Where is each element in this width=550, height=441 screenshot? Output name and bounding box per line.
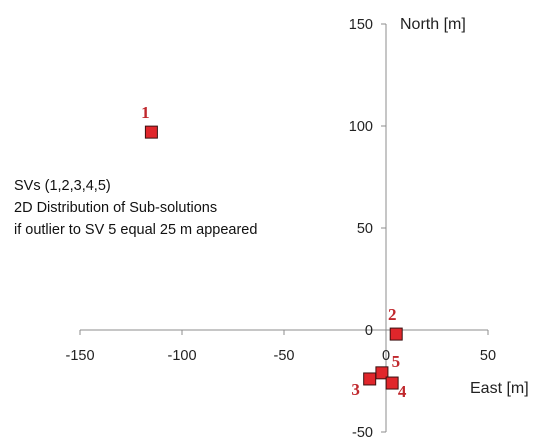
annotation-line-2: 2D Distribution of Sub-solutions [14,200,217,216]
x-tick-label: -150 [65,348,94,364]
y-ticks: -50 0 50 100 150 [349,17,386,441]
data-point-marker [389,327,403,341]
x-axis-title: East [m] [470,380,529,397]
annotation-line-3: if outlier to SV 5 equal 25 m appeared [14,222,257,238]
x-tick-label: 0 [382,348,390,364]
annotation-line-1: SVs (1,2,3,4,5) [14,178,111,194]
x-ticks: -150 -100 -50 0 50 [65,330,496,364]
data-point-label: 5 [392,352,401,371]
data-points: 1 2 5 3 4 [141,103,407,401]
data-point-label: 3 [351,380,360,399]
data-point-label: 2 [388,305,397,324]
y-tick-label: -50 [352,425,373,441]
x-tick-label: 50 [480,348,496,364]
y-axis-title: North [m] [400,16,466,33]
x-tick-label: -100 [167,348,196,364]
annotation: SVs (1,2,3,4,5) 2D Distribution of Sub-s… [14,178,257,238]
y-tick-label: 50 [357,221,373,237]
x-tick-label: -50 [274,348,295,364]
data-point-marker [144,125,158,139]
data-point-marker [363,372,377,386]
y-tick-label: 0 [365,323,373,339]
y-tick-label: 100 [349,119,373,135]
axes: -150 -100 -50 0 50 -50 0 50 100 150 [65,17,496,441]
data-point-marker [385,376,399,390]
y-tick-label: 150 [349,17,373,33]
data-point-label: 4 [398,382,407,401]
data-point-label: 1 [141,103,150,122]
